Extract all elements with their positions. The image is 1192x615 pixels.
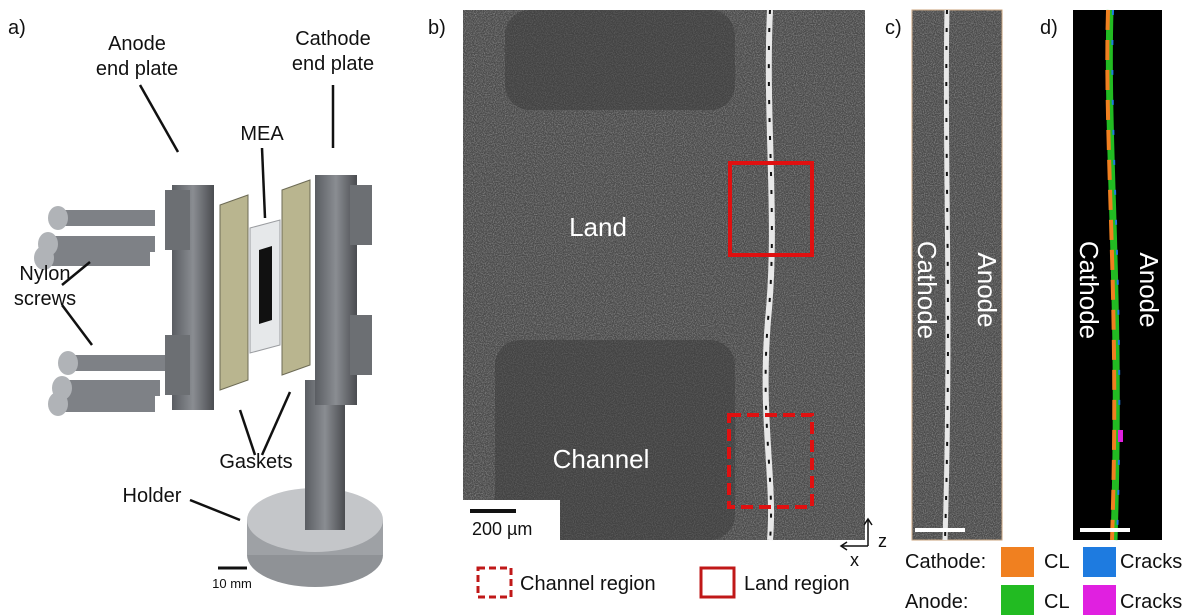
figure: a)	[0, 0, 1192, 615]
legend-swatch	[478, 568, 511, 597]
annotation: Holder	[123, 485, 182, 507]
annotation: screws	[14, 288, 76, 310]
region-label: Channel	[553, 444, 650, 474]
annotation: MEA	[240, 123, 284, 145]
legend-label: CL	[1044, 591, 1070, 613]
axis-label: x	[850, 550, 859, 570]
legend-group: Anode:	[905, 591, 968, 613]
annotation: Anode	[108, 33, 166, 55]
legend-label: Cracks	[1120, 551, 1182, 573]
scale-bar-label: 10 mm	[212, 576, 252, 591]
scale-bar-label: 200 µm	[472, 519, 532, 539]
legend-swatch	[701, 568, 734, 597]
axis-label: z	[878, 531, 887, 551]
legend-label: CL	[1044, 551, 1070, 573]
tomography-image	[463, 10, 865, 540]
legend-label: Channel region	[520, 573, 656, 595]
annotation: Gaskets	[219, 451, 292, 473]
annotation: Cathode	[295, 28, 371, 50]
panel-label: a)	[8, 17, 26, 39]
legend-swatch	[1083, 547, 1116, 577]
legend-label: Cracks	[1120, 591, 1182, 613]
side-label: Anode	[972, 252, 1002, 327]
panel-label: c)	[885, 17, 902, 39]
region-label: Land	[569, 212, 627, 242]
legend-swatch	[1001, 547, 1034, 577]
side-label: Anode	[1134, 252, 1164, 327]
legend-label: Land region	[744, 573, 850, 595]
legend-swatch	[1001, 585, 1034, 615]
side-label: Cathode	[912, 241, 942, 339]
panel-label: d)	[1040, 17, 1058, 39]
panel-label: b)	[428, 17, 446, 39]
annotation: end plate	[292, 53, 374, 75]
exploded-cell-schematic	[34, 85, 383, 587]
annotation: Nylon	[19, 263, 70, 285]
legend-swatch	[1083, 585, 1116, 615]
side-label: Cathode	[1074, 241, 1104, 339]
legend-group: Cathode:	[905, 551, 986, 573]
annotation: end plate	[96, 58, 178, 80]
